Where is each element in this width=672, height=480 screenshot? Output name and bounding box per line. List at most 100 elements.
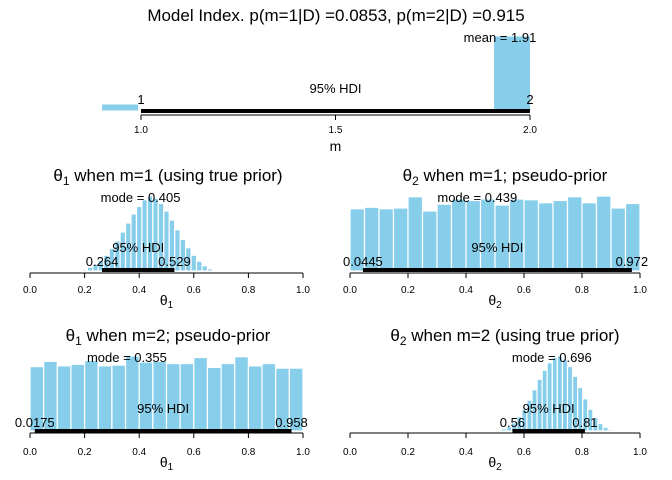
x-tick-label: 1.0	[296, 447, 310, 458]
panel-t2m2: 0.0 0.2 0.4 0.6 0.8 1.0 θ2 when m=2 (using tru…	[343, 326, 647, 473]
center-tendency-label: mode = 0.439	[437, 190, 517, 205]
x-tick-label: 0.0	[343, 285, 357, 296]
histogram-bar	[206, 268, 214, 272]
histogram-bar	[561, 359, 569, 432]
histogram-bar	[261, 362, 277, 432]
x-tick-label: 0.4	[459, 285, 473, 296]
histogram-bar	[581, 202, 598, 272]
x-axis-label: θ1	[160, 292, 174, 311]
histogram-bar	[407, 196, 424, 272]
histogram-bar	[537, 202, 554, 272]
histogram-bar	[195, 260, 203, 272]
x-tick-label: 0.8	[575, 285, 589, 296]
hdi-label: 95% HDI	[523, 401, 575, 416]
hdi-high-label: 0.972	[616, 254, 649, 269]
histogram-bar	[83, 359, 99, 432]
hdi-low-label: 0.0175	[15, 415, 55, 430]
chart-title: Model Index. p(m=1|D) =0.0853, p(m=2|D) …	[147, 6, 524, 25]
chart-title: θ2 when m=1; pseudo-prior	[403, 166, 608, 188]
x-tick-label: 0.0	[23, 447, 37, 458]
histogram-bar	[247, 365, 263, 432]
histogram-bar	[212, 269, 219, 272]
histogram-bar	[206, 366, 222, 432]
x-axis-label: m	[330, 138, 342, 154]
x-tick-label: 0.8	[575, 447, 589, 458]
x-tick-label: 0.2	[401, 285, 415, 296]
histogram-bar	[135, 205, 143, 272]
x-tick-label: 0.0	[343, 447, 357, 458]
histogram-bar	[111, 364, 127, 432]
histogram-bar	[552, 199, 569, 272]
histogram-bar	[495, 429, 503, 432]
chart-title: θ1 when m=1 (using true prior)	[53, 166, 282, 188]
hdi-high-label: 0.529	[158, 254, 191, 269]
x-tick-label: 1.0	[134, 125, 148, 136]
x-axis-label: θ1	[160, 454, 174, 473]
center-tendency-label: mean = 1.91	[464, 30, 537, 45]
hdi-label: 95% HDI	[471, 240, 523, 255]
center-tendency-label: mode = 0.355	[87, 350, 167, 365]
center-tendency-label: mode = 0.696	[512, 350, 592, 365]
chart-title: θ1 when m=2; pseudo-prior	[66, 326, 271, 348]
x-tick-label: 0.8	[241, 447, 255, 458]
histogram-bar	[141, 199, 148, 272]
x-tick-label: 0.6	[517, 447, 531, 458]
histogram-bar	[97, 365, 113, 432]
x-tick-label: 0.4	[132, 447, 146, 458]
histogram-bar	[193, 356, 209, 432]
x-tick-label: 0.2	[401, 447, 415, 458]
x-axis-label: θ2	[488, 454, 502, 473]
histogram-bar	[479, 198, 496, 272]
x-tick-label: 0.8	[241, 285, 255, 296]
hdi-high-label: 2	[526, 92, 533, 107]
x-tick-label: 0.2	[78, 285, 92, 296]
bar-m2	[493, 35, 532, 112]
histogram-bar	[624, 202, 641, 272]
histogram-bar	[546, 362, 553, 432]
panel-t2m1: 0.0 0.2 0.4 0.6 0.8 1.0 θ2 when m=1; pseudo-pr…	[343, 166, 648, 311]
histogram-bar	[494, 204, 511, 272]
histogram-bar	[56, 365, 72, 432]
hdi-low-label: 1	[137, 92, 144, 107]
histogram-bar	[450, 198, 467, 272]
bar-m1	[101, 103, 140, 112]
hdi-label: 95% HDI	[309, 81, 361, 96]
chart-title: θ2 when m=2 (using true prior)	[390, 326, 619, 348]
x-tick-label: 0.6	[187, 285, 201, 296]
x-tick-label: 2.0	[523, 125, 537, 136]
x-tick-label: 1.0	[296, 285, 310, 296]
x-tick-label: 0.4	[132, 285, 146, 296]
histogram-bar	[201, 265, 209, 272]
hdi-low-label: 0.264	[86, 254, 119, 269]
panel-model: 1.0 1.5 2.0 Model Index. p(m=1|D) =0.0853, …	[101, 6, 537, 154]
histogram-bar	[70, 363, 86, 432]
center-tendency-label: mode = 0.405	[101, 190, 181, 205]
histogram-bar	[179, 362, 195, 432]
histogram-bar	[138, 361, 154, 432]
histogram-bar	[602, 426, 609, 432]
histogram-bar	[234, 356, 249, 432]
histogram-bar	[190, 254, 198, 272]
histogram-bar	[165, 362, 181, 432]
hdi-high-label: 0.958	[275, 415, 308, 430]
histogram-bar	[551, 356, 558, 432]
histogram-bar	[523, 199, 540, 272]
histogram-bar	[436, 203, 453, 272]
panel-t1m1: 0.0 0.2 0.4 0.6 0.8 1.0 θ1 when m=1 (using tru…	[23, 166, 310, 311]
histogram-bar	[556, 355, 564, 432]
histogram-bar	[146, 195, 154, 272]
x-tick-label: 0.6	[517, 285, 531, 296]
x-tick-label: 0.4	[459, 447, 473, 458]
panel-t1m2: 0.0 0.2 0.4 0.6 0.8 1.0 θ1 when m=2; pseudo-pr…	[15, 326, 310, 473]
histogram-bar	[595, 195, 612, 272]
x-tick-label: 0.2	[78, 447, 92, 458]
x-tick-label: 0.0	[23, 285, 37, 296]
x-tick-label: 1.0	[633, 447, 647, 458]
histogram-bar	[220, 362, 236, 432]
x-tick-label: 1.0	[633, 285, 647, 296]
histogram-bar	[124, 355, 140, 432]
histogram-bar	[508, 198, 525, 272]
x-tick-label: 1.5	[329, 125, 343, 136]
histogram-bar	[392, 207, 409, 272]
histogram-bar	[288, 367, 304, 432]
